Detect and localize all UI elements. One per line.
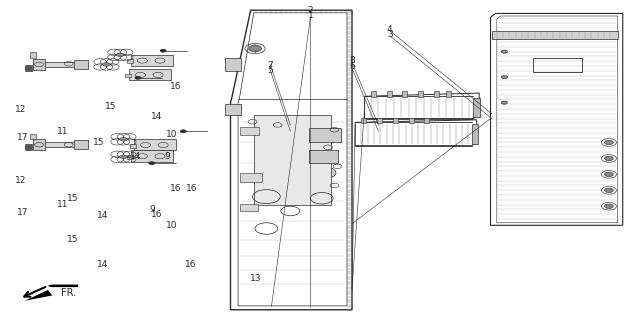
- Bar: [130, 144, 136, 148]
- Text: 16: 16: [170, 82, 182, 91]
- Text: 11: 11: [57, 200, 68, 209]
- Polygon shape: [40, 62, 78, 67]
- Circle shape: [149, 162, 155, 165]
- Bar: [387, 91, 392, 97]
- Text: 2: 2: [308, 6, 313, 15]
- Text: 15: 15: [68, 235, 79, 244]
- Text: FR.: FR.: [61, 288, 76, 298]
- Text: 15: 15: [105, 102, 117, 111]
- Bar: [254, 116, 331, 204]
- Text: 14: 14: [97, 211, 109, 220]
- Bar: [309, 150, 338, 163]
- Bar: [25, 144, 32, 150]
- Circle shape: [120, 155, 127, 159]
- Bar: [447, 91, 452, 97]
- Text: 14: 14: [97, 260, 109, 269]
- Circle shape: [120, 137, 127, 141]
- Circle shape: [249, 45, 261, 52]
- Bar: [74, 60, 88, 69]
- Bar: [371, 91, 376, 97]
- Bar: [377, 118, 382, 123]
- Bar: [403, 91, 408, 97]
- Text: 17: 17: [17, 208, 28, 217]
- Text: 8: 8: [349, 56, 355, 65]
- Bar: [225, 104, 241, 116]
- Text: 12: 12: [15, 105, 27, 114]
- Circle shape: [135, 76, 141, 79]
- Text: 7: 7: [268, 60, 273, 69]
- Ellipse shape: [308, 166, 336, 179]
- Text: 16: 16: [150, 210, 162, 219]
- Text: 15: 15: [68, 194, 79, 204]
- Text: 15: 15: [93, 138, 104, 147]
- Bar: [125, 74, 131, 77]
- Text: 4: 4: [387, 25, 392, 34]
- Polygon shape: [134, 139, 175, 150]
- Circle shape: [501, 101, 507, 104]
- Bar: [425, 118, 430, 123]
- Bar: [127, 59, 133, 63]
- Circle shape: [604, 156, 613, 161]
- Bar: [127, 155, 133, 159]
- Text: 17: 17: [17, 132, 28, 141]
- Text: 6: 6: [349, 61, 355, 70]
- Bar: [240, 126, 259, 134]
- Text: 10: 10: [166, 130, 178, 139]
- Bar: [533, 58, 582, 72]
- Circle shape: [117, 53, 124, 57]
- Text: 16: 16: [186, 184, 198, 193]
- Bar: [33, 59, 45, 70]
- Bar: [240, 173, 262, 182]
- Bar: [33, 139, 45, 150]
- Bar: [409, 118, 414, 123]
- Text: 3: 3: [387, 30, 392, 39]
- Polygon shape: [131, 55, 172, 66]
- Circle shape: [501, 50, 507, 53]
- Bar: [74, 140, 88, 149]
- Polygon shape: [25, 290, 52, 301]
- Polygon shape: [131, 150, 172, 162]
- Bar: [309, 128, 341, 142]
- Text: 9: 9: [149, 205, 155, 214]
- Text: 14: 14: [151, 112, 163, 121]
- Circle shape: [501, 76, 507, 79]
- Circle shape: [160, 49, 167, 52]
- Bar: [471, 124, 478, 144]
- Text: 10: 10: [166, 221, 178, 230]
- Bar: [492, 31, 618, 39]
- Ellipse shape: [290, 129, 328, 147]
- Bar: [434, 91, 439, 97]
- Circle shape: [604, 188, 613, 193]
- Bar: [418, 91, 423, 97]
- Bar: [240, 204, 257, 211]
- Circle shape: [604, 172, 613, 177]
- Circle shape: [180, 130, 186, 133]
- Circle shape: [604, 140, 613, 145]
- Bar: [362, 118, 367, 123]
- Text: 16: 16: [185, 260, 197, 269]
- Circle shape: [103, 62, 110, 66]
- Text: 13: 13: [250, 274, 261, 283]
- Bar: [25, 65, 32, 71]
- Text: 11: 11: [57, 127, 68, 136]
- Polygon shape: [129, 69, 171, 80]
- Bar: [393, 118, 398, 123]
- Polygon shape: [40, 142, 78, 147]
- Bar: [473, 98, 480, 117]
- Text: 5: 5: [268, 66, 273, 75]
- Polygon shape: [48, 283, 78, 288]
- Bar: [30, 52, 36, 58]
- Text: 14: 14: [131, 152, 142, 161]
- Text: 12: 12: [15, 176, 27, 185]
- Text: 1: 1: [307, 11, 314, 20]
- Text: 16: 16: [170, 184, 182, 193]
- Circle shape: [604, 204, 613, 208]
- Text: 9: 9: [164, 152, 170, 161]
- Bar: [225, 58, 241, 71]
- Bar: [30, 133, 36, 139]
